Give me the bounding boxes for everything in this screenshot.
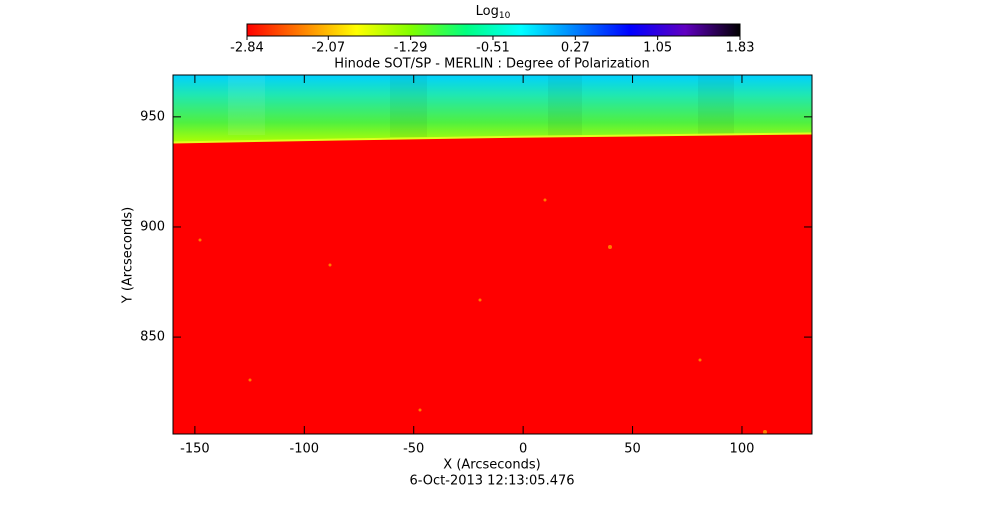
x-tick-label: 50 (624, 442, 641, 457)
y-tick-label: 900 (140, 219, 165, 234)
colorbar-tick-label: 1.05 (643, 41, 672, 56)
x-tick-label: 100 (730, 442, 755, 457)
chart-title: Hinode SOT/SP - MERLIN : Degree of Polar… (334, 57, 649, 72)
y-tick-label: 850 (140, 330, 165, 345)
y-axis-label: Y (Arcseconds) (121, 207, 136, 304)
x-tick-label: -50 (403, 442, 424, 457)
y-tick-label: 950 (140, 109, 165, 124)
colorbar-tick-label: -1.29 (394, 41, 428, 56)
colorbar-tick-label: 0.27 (561, 41, 590, 56)
colorbar-tick-label: -2.84 (230, 41, 264, 56)
colorbar-label-main: Log (476, 4, 499, 19)
x-tick-label: -150 (180, 442, 210, 457)
colorbar (246, 23, 741, 37)
colorbar-tick-label: -2.07 (311, 41, 345, 56)
plot-frame (172, 74, 813, 435)
heatmap-image (172, 75, 813, 434)
x-tick-label: -100 (290, 442, 320, 457)
colorbar-tick-label: -0.51 (476, 41, 510, 56)
x-tick-label: 0 (519, 442, 527, 457)
x-axis-label: X (Arcseconds) (443, 458, 540, 473)
colorbar-label: Log10 (476, 4, 511, 21)
colorbar-tick-label: 1.83 (726, 41, 755, 56)
colorbar-label-sub: 10 (499, 11, 511, 21)
footer-date: 6-Oct-2013 12:13:05.476 (409, 474, 574, 489)
